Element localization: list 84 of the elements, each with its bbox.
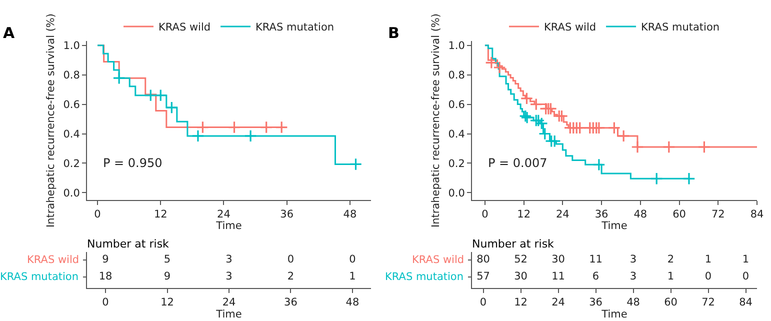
x-tick-label: 36 [280,208,294,221]
y-tick-label: 0.8 [63,70,80,82]
annotation: P = 0.007 [488,156,548,170]
y-tick-label: 0.0 [63,187,80,200]
data-label: 2 [667,254,674,266]
data-label: 1 [704,254,712,266]
data-label: 1 [742,254,750,266]
data-label: 3 [226,254,232,266]
data-label: 5 [164,254,171,266]
legend-label: KRAS wild [544,22,596,34]
x-tick-label: 36 [284,296,298,309]
y-tick-label: 0.4 [63,128,80,140]
y-tick-label: KRAS mutation [385,271,464,283]
x-tick-label: 0 [102,296,109,309]
annotation: P = 0.950 [103,156,162,170]
x-axis-title: Time [215,308,242,321]
legend-label: KRAS mutation [256,22,334,34]
data-label: 18 [98,270,112,283]
y-tick-label: 0.4 [448,128,466,140]
data-label: 0 [742,270,750,283]
x-tick-label: 48 [346,296,360,309]
data-label: 6 [592,270,600,283]
x-tick-label: 12 [517,208,531,221]
y-tick-label: 1.0 [448,40,465,52]
data-label: 1 [667,270,674,283]
text: B [388,24,400,42]
x-tick-label: 84 [750,208,764,221]
x-tick-label: 84 [739,296,753,309]
y-tick-label: KRAS wild [27,254,80,266]
y-axis-title: Intrahepatic recurrence-free survival (%) [430,14,442,228]
data-label: 1 [349,270,356,283]
data-label: 11 [552,270,565,283]
y-tick-label: 0.2 [448,158,465,170]
x-tick-label: 24 [552,296,566,309]
x-tick-label: 36 [594,208,609,221]
y-tick-label: 0.6 [448,98,466,111]
data-label: 30 [514,270,528,283]
y-axis-title: Intrahepatic recurrence-free survival (%) [45,14,58,228]
data-label: 0 [349,254,356,266]
data-label: 9 [164,270,171,283]
x-tick-label: 0 [482,208,488,221]
x-tick-label: 0 [94,208,101,221]
chart-title: Number at risk [472,237,555,250]
data-label: 0 [287,254,294,266]
x-tick-label: 24 [222,296,236,309]
x-tick-label: 24 [217,208,231,221]
y-tick-label: 0.2 [63,158,80,170]
y-tick-label: 0.0 [448,187,465,200]
data-label: 9 [102,254,109,266]
x-tick-label: 72 [702,296,715,309]
x-tick-label: 24 [556,208,570,221]
legend-label: KRAS mutation [641,22,720,34]
y-tick-label: KRAS mutation [0,271,78,283]
chart-title: Number at risk [87,237,170,250]
y-tick-label: 0.6 [63,98,80,111]
legend-label: KRAS wild [158,22,211,34]
data-label: 80 [476,254,490,266]
x-tick-label: 12 [514,296,528,309]
x-tick-label: 60 [672,208,686,221]
x-tick-label: 0 [480,296,487,309]
x-tick-label: 48 [626,296,640,309]
y-tick-label: 0.8 [448,70,465,82]
x-tick-label: 12 [154,208,168,221]
x-tick-label: 72 [711,208,725,221]
text: A [3,24,15,42]
x-tick-label: 36 [589,296,603,309]
data-label: 3 [226,270,232,283]
data-label: 30 [552,254,565,266]
data-label: 52 [514,254,528,266]
data-label: 3 [630,270,637,283]
x-axis-title: Time [600,308,628,321]
x-axis-title: Time [600,220,628,232]
data-label: 3 [630,254,637,266]
data-label: 0 [704,270,712,283]
x-tick-label: 60 [664,296,678,309]
y-tick-label: 1.0 [63,40,80,52]
data-label: 11 [589,254,602,266]
x-tick-label: 48 [343,208,357,221]
data-label: 2 [287,270,294,283]
y-tick-label: KRAS wild [412,254,464,266]
data-label: 57 [476,270,490,283]
x-tick-label: 12 [160,296,174,309]
x-tick-label: 48 [634,208,648,221]
x-axis-title: Time [215,220,242,232]
